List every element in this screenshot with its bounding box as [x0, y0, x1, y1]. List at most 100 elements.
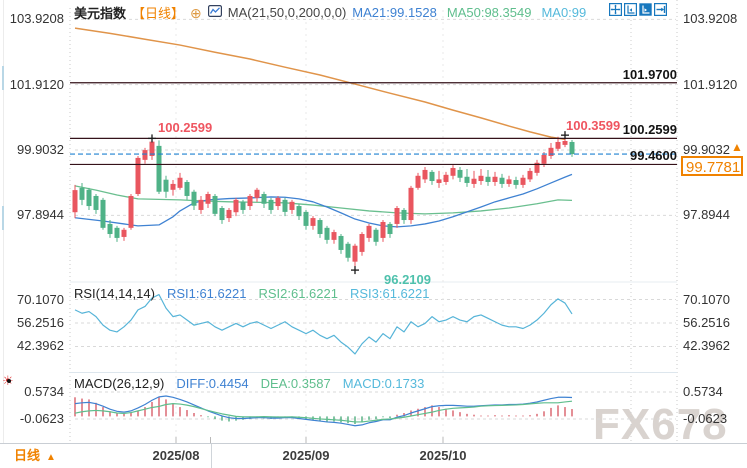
macd-axis-label: -0.0623 [19, 411, 64, 427]
rsi-header: RSI(14,14,14) RSI1:61.6221 RSI2:61.6221 RS… [74, 286, 429, 301]
date-label: 2025/09 [282, 448, 330, 463]
candle-body [492, 176, 498, 182]
candle-body [478, 175, 484, 182]
candle-body [240, 201, 246, 210]
rsi-values: RSI1:61.6221 RSI2:61.6221 RSI3:61.6221 [167, 286, 430, 301]
rsi-value: RSI3:61.6221 [349, 286, 430, 301]
swing-annotation: 96.2109 [384, 272, 431, 287]
ma21-line [74, 173, 573, 228]
candle-body [142, 150, 148, 160]
candle-body [282, 199, 288, 212]
candle-body [415, 175, 421, 188]
price-axis-label: 101.9120 [683, 76, 738, 92]
candle-body [184, 181, 190, 196]
candle-body [555, 141, 561, 149]
pan-crosshair-icon[interactable] [609, 3, 622, 16]
fx678-watermark: FX678 [593, 400, 728, 449]
price-up-arrow-icon: ▲ [731, 140, 743, 154]
candle-body [359, 234, 365, 252]
indicator-icon[interactable] [207, 5, 222, 20]
candle-body [289, 201, 295, 210]
ma200-line [74, 27, 566, 141]
candle-body [380, 221, 386, 238]
axis-scale-left-icon[interactable] [624, 3, 637, 16]
candle-body [387, 223, 393, 235]
candle-body [457, 169, 463, 178]
candle-body [527, 170, 533, 180]
rsi-value: RSI2:61.6221 [258, 286, 338, 301]
candle-body [562, 140, 568, 145]
macd-value: DEA:0.3587 [260, 376, 331, 391]
axis-scale-right-icon[interactable] [639, 3, 652, 16]
macd-values: DIFF:0.4454 DEA:0.3587 MACD:0.1733 [176, 376, 424, 391]
macd-dea-line [74, 400, 573, 423]
macd-axis-label: 0.5734 [683, 384, 723, 400]
candle-body [310, 218, 316, 226]
candle-body [443, 174, 449, 182]
ma-values: MA21:99.1528 MA50:98.3549 MA0:99 [352, 5, 586, 20]
chart-header: 美元指数 【日线】 ⊕ MA(21,50,0,200,0,0) MA21:99.… [74, 3, 586, 22]
candle-body [436, 179, 442, 183]
candle-body [100, 199, 106, 228]
candle-body [205, 194, 211, 204]
ma-value: MA21:99.1528 [352, 5, 437, 20]
indicator-settings-icon[interactable]: ☀ [2, 374, 14, 387]
candle-body [135, 157, 141, 195]
period-dropdown-button[interactable]: 日线 ▲ [14, 448, 56, 463]
candle-body [93, 195, 99, 210]
rsi-value: RSI1:61.6221 [166, 286, 247, 301]
candle-body [107, 223, 113, 235]
price-axis-label: 103.9208 [683, 11, 738, 27]
candle-body [513, 180, 519, 185]
candle-body [86, 189, 92, 207]
scale-toolbar [609, 3, 667, 16]
candle-body [114, 227, 120, 238]
candle-body [394, 207, 400, 224]
candle-body [128, 195, 134, 228]
macd-header: MACD(26,12,9) DIFF:0.4454 DEA:0.3587 MACD:… [74, 376, 424, 391]
hide-panel-icon[interactable] [654, 3, 667, 16]
chevron-up-icon: ▲ [46, 452, 56, 463]
candle-body [450, 167, 456, 176]
candle-body [331, 232, 337, 240]
candle-body [429, 171, 435, 182]
macd-params: MACD(26,12,9) [74, 376, 165, 391]
candle-body [149, 141, 155, 156]
period-cell: 日线 ▲ [0, 444, 212, 468]
candle-body [296, 206, 302, 217]
candle-body [345, 243, 351, 258]
candle-body [212, 195, 218, 214]
symbol-name: 美元指数 [74, 6, 127, 21]
candle-body [170, 183, 176, 190]
ma-settings: MA(21,50,0,200,0,0) [227, 5, 347, 20]
candle-body [338, 235, 344, 250]
ma-value: MA50:98.3549 [446, 5, 532, 20]
candle-body [268, 199, 274, 210]
candle-body [506, 179, 512, 184]
price-level-label: 100.2599 [622, 122, 677, 138]
macd-axis-label: -0.0623 [683, 411, 728, 427]
date-label: 2025/08 [152, 448, 200, 463]
candle-body [233, 199, 239, 213]
candle-body [219, 207, 225, 221]
candle-body [534, 162, 540, 173]
rsi-axis-label: 70.1070 [683, 291, 730, 307]
add-compare-icon[interactable]: ⊕ [190, 4, 202, 21]
candle-body [548, 147, 554, 156]
period-tag: 【日线】 [132, 6, 185, 21]
candle-body [373, 229, 379, 242]
date-label: 2025/10 [419, 448, 467, 463]
ma50-line [74, 185, 573, 215]
left-strip-segment [2, 66, 4, 90]
candle-body [464, 176, 470, 183]
candle-body [408, 187, 414, 221]
price-axis-label: 103.9208 [9, 11, 64, 27]
macd-axis-label: 0.5734 [24, 384, 64, 400]
candle-body [121, 229, 127, 237]
time-axis-bar: 日线 ▲ 2025/08 2025/09 2025/10 [0, 443, 747, 468]
price-axis-label: 101.9120 [9, 76, 64, 92]
macd-value: MACD:0.1733 [342, 376, 425, 391]
current-price-box: 99.7781 [681, 156, 743, 176]
